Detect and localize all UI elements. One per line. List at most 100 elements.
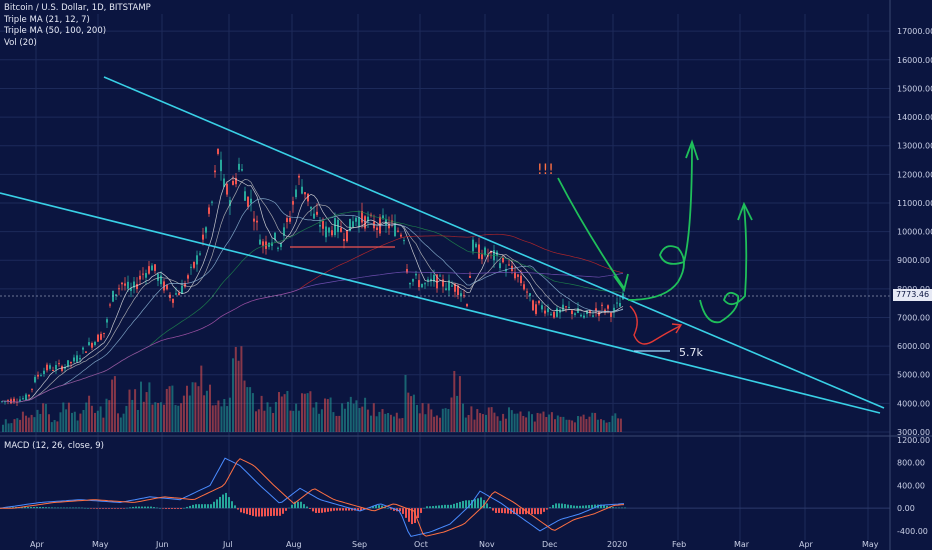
volume-bar (165, 388, 168, 432)
macd-histogram-bar (267, 508, 269, 517)
candle-body (535, 304, 537, 314)
volume-bar (25, 415, 27, 432)
macd-histogram-bar (234, 505, 236, 509)
candle-body (121, 282, 123, 285)
macd-histogram-bar (321, 508, 323, 513)
macd-histogram-bar (588, 505, 590, 509)
time-axis-label: 2020 (607, 540, 627, 549)
macd-histogram-bar (489, 506, 491, 509)
candle-body (271, 242, 273, 246)
macd-histogram-bar (117, 508, 119, 509)
volume-bar (48, 414, 50, 432)
volume-bar (582, 414, 585, 432)
volume-bar (453, 370, 456, 432)
candle-body (136, 283, 138, 290)
candle-body (64, 367, 66, 369)
candle-body (94, 341, 96, 346)
candle-body (460, 293, 462, 296)
volume-bar (424, 414, 427, 432)
macd-histogram-bar (564, 504, 566, 509)
volume-bar (255, 411, 257, 432)
candle-body (286, 218, 288, 222)
volume-bar (88, 395, 91, 432)
candle-body (220, 159, 222, 172)
volume-bar (504, 418, 507, 432)
volume-bars (2, 346, 622, 432)
candle-body (118, 288, 120, 290)
volume-bar (378, 411, 381, 432)
macd-histogram-bar (360, 508, 362, 511)
macd-histogram-bar (615, 507, 617, 509)
candle-body (352, 221, 354, 228)
price-axis-label: 16000.00 (897, 56, 932, 65)
time-axis-label: Dec (542, 540, 557, 549)
macd-histogram-bar (426, 506, 428, 509)
candle-body (46, 364, 48, 371)
candle-body (52, 369, 54, 371)
moving-average-line (2, 271, 624, 403)
macd-histogram-bar (480, 497, 482, 509)
candle-body (595, 308, 597, 312)
price-axis-label: 15000.00 (897, 84, 932, 93)
macd-histogram-bar (339, 508, 341, 511)
candle-body (190, 266, 192, 268)
macd-histogram-bar (51, 507, 53, 509)
macd-histogram-bar (264, 508, 266, 517)
candle-body (328, 227, 330, 233)
macd-histogram-bar (225, 492, 227, 509)
volume-bar (447, 409, 450, 432)
macd-histogram-bar (42, 507, 44, 509)
trendlines (0, 76, 890, 414)
macd-histogram-bar (231, 501, 233, 509)
volume-bar (159, 402, 162, 432)
candle-body (7, 400, 9, 402)
time-axis-label: Nov (479, 540, 495, 549)
price-axis-label: 6000.00 (897, 342, 930, 351)
volume-bar (234, 346, 237, 432)
candle-body (61, 366, 63, 371)
volume-bar (62, 402, 65, 432)
macd-histogram-bar (576, 505, 578, 509)
candle-body (244, 191, 246, 201)
macd-axis-label: 800.00 (897, 459, 925, 468)
candle-body (307, 193, 309, 202)
macd-axis-label: -400.00 (897, 527, 928, 536)
macd-histogram-bar (81, 507, 83, 509)
macd-histogram-bar (177, 508, 179, 509)
macd-histogram-bar (213, 501, 215, 509)
candle-body (397, 230, 399, 232)
macd-histogram-bar (159, 508, 161, 509)
volume-bar (96, 410, 99, 432)
macd-histogram-bar (591, 504, 593, 509)
volume-bar (237, 360, 240, 432)
volume-bar (393, 416, 395, 432)
macd-histogram-bar (186, 506, 188, 509)
axes: 3000.004000.005000.006000.007000.008000.… (30, 0, 932, 550)
candle-body (382, 215, 384, 219)
macd-histogram-bar (57, 507, 59, 509)
macd-histogram-bar (495, 508, 497, 513)
candle-body (124, 283, 126, 286)
volume-bar (550, 412, 553, 432)
volume-bar (522, 415, 525, 432)
macd-histogram-bar (99, 508, 101, 509)
volume-bar (151, 404, 154, 432)
candle-body (358, 216, 360, 227)
macd-histogram-bar (198, 504, 200, 509)
volume-bar (4, 419, 7, 432)
candle-body (409, 282, 411, 285)
candle-body (403, 240, 405, 242)
volume-bar (182, 395, 185, 432)
candle-body (514, 272, 516, 279)
volume-bar (154, 402, 157, 432)
green-arrow-head (737, 201, 753, 221)
macd-histogram-bar (114, 508, 116, 509)
volume-bar (108, 400, 111, 432)
volume-bar (140, 381, 142, 432)
candle-body (43, 370, 45, 374)
candle-body (55, 365, 57, 370)
candle-body (499, 263, 501, 269)
volume-bar (122, 413, 125, 432)
volume-bar (113, 376, 116, 432)
macd-histogram-bar (474, 499, 476, 509)
